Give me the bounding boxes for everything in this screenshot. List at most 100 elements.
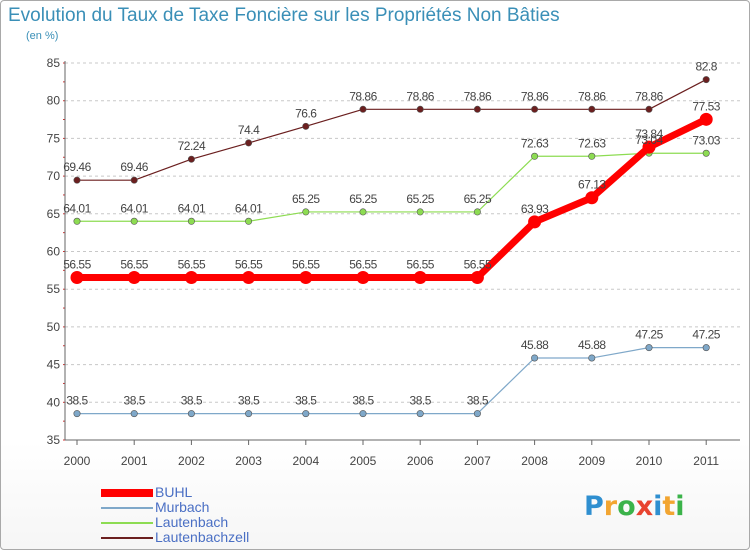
x-tick-label: 2004 [292,454,319,468]
logo-letter: i [653,491,663,522]
data-point [473,410,481,418]
data-point [702,149,710,157]
data-label: 78.86 [349,89,377,103]
data-label: 73.03 [692,133,720,147]
proxiti-logo: Proxiti [584,491,685,522]
data-point [416,208,424,216]
data-label: 74.4 [238,123,260,137]
logo-letter: x [635,491,654,522]
logo-letter: r [603,491,618,522]
data-point [359,410,367,418]
data-point [73,176,81,184]
x-tick-label: 2003 [235,454,262,468]
data-label: 56.55 [349,258,377,272]
data-point [645,105,653,113]
data-point [588,354,596,362]
data-label: 64.01 [120,201,148,215]
y-tick-label: 50 [47,320,61,334]
data-point [70,271,84,285]
data-point [302,208,310,216]
data-label: 56.55 [120,258,148,272]
data-label: 77.53 [692,99,720,113]
data-label: 38.5 [124,394,146,408]
data-label: 45.88 [521,338,549,352]
series-line [77,79,707,181]
data-label: 78.86 [464,89,492,103]
x-tick-label: 2006 [407,454,434,468]
data-label: 65.25 [464,192,492,206]
data-point [302,410,310,418]
data-label: 38.5 [410,394,432,408]
x-tick-label: 2011 [693,454,719,468]
data-point [645,344,653,352]
legend-label: Murbach [155,499,210,515]
data-point [473,105,481,113]
data-label: 78.86 [578,89,606,103]
x-tick-label: 2000 [64,454,91,468]
data-point [130,176,138,184]
logo-letter: P [584,491,604,522]
chart-title: Evolution du Taux de Taxe Foncière sur l… [8,5,560,26]
data-point [299,271,313,285]
data-label: 73.84 [635,127,663,141]
data-label: 69.46 [120,160,148,174]
legend-item-buhl: BUHL [101,485,249,500]
series-buhl [70,112,713,285]
data-point [187,155,195,163]
data-label: 72.63 [578,136,606,150]
data-point [73,410,81,418]
data-label: 38.5 [467,394,489,408]
y-tick-label: 65 [47,207,61,221]
x-tick-label: 2002 [178,454,205,468]
data-label: 72.24 [178,139,206,153]
data-point [588,152,596,160]
data-label: 56.55 [292,258,320,272]
data-point [470,271,484,285]
data-point [130,410,138,418]
data-point [528,215,542,229]
data-label: 64.01 [178,201,206,215]
data-label-layer: 69.46 69.46 72.24 74.4 76.6 78.86 78.86 78.86 78… [63,60,721,408]
y-tick-label: 40 [47,395,61,409]
logo-letter: o [617,491,636,522]
data-label: 65.25 [292,192,320,206]
x-tick-label: 2010 [636,454,663,468]
legend-item-murbach: Murbach [101,500,249,515]
data-point [702,344,710,352]
legend-item-lautenbachzell: Lautenbachzell [101,530,249,545]
data-label: 47.25 [635,328,663,342]
data-point [531,105,539,113]
data-label: 65.25 [349,192,377,206]
axis-layer: 35 40 45 50 55 60 65 70 75 80 85 2000 2001 2002 2003 20… [47,56,740,468]
data-point [184,271,198,285]
data-label: 56.55 [406,258,434,272]
x-tick-label: 2005 [350,454,377,468]
data-label: 78.86 [521,89,549,103]
y-tick-label: 80 [47,94,61,108]
data-point [473,208,481,216]
data-point [73,217,81,225]
data-label: 76.6 [295,106,317,120]
data-label: 78.86 [635,89,663,103]
legend-label: Lautenbach [155,514,229,530]
data-point [585,191,599,205]
data-label: 38.5 [295,394,317,408]
logo-letter: t [662,491,676,522]
data-label: 78.86 [406,89,434,103]
data-point [130,217,138,225]
data-label: 38.5 [66,394,88,408]
data-point [245,410,253,418]
data-label: 72.63 [521,136,549,150]
legend-label: Lautenbachzell [155,529,250,545]
series-lautenbach [73,149,710,225]
legend-label: BUHL [155,484,193,500]
data-point [588,105,596,113]
data-label: 64.01 [63,201,91,215]
series-line [77,347,707,415]
data-label: 65.25 [406,192,434,206]
legend-swatch [101,521,153,524]
data-point [531,152,539,160]
y-tick-label: 75 [47,131,61,145]
series-lautenbachzell [73,76,710,184]
data-point [416,105,424,113]
